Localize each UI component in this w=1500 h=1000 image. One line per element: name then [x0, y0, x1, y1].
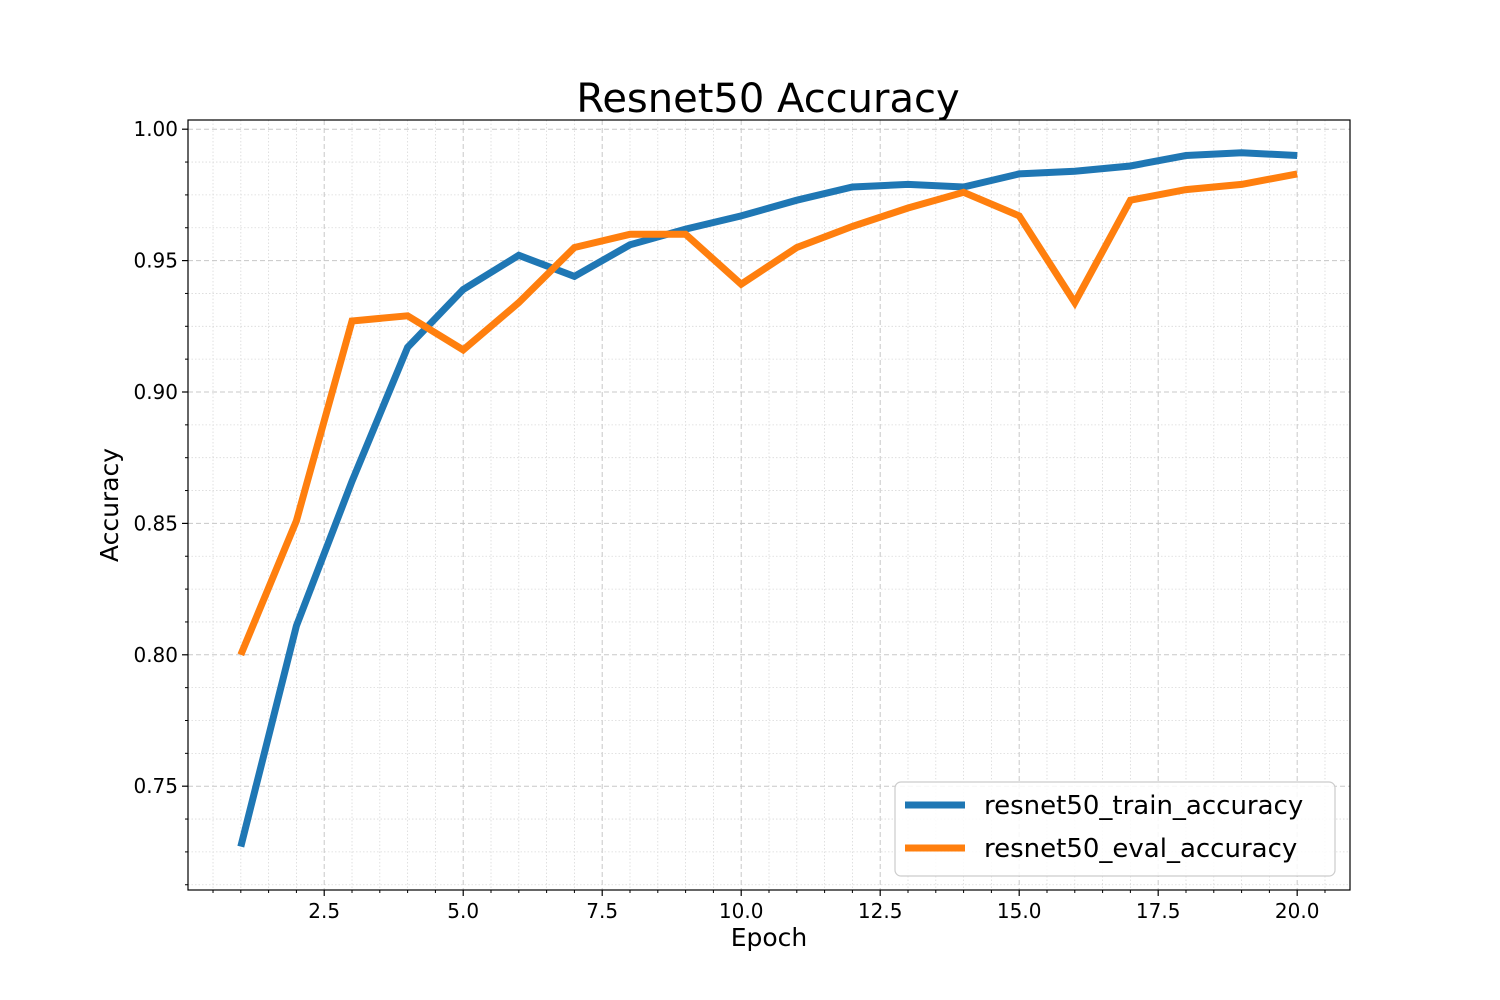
x-tick-label: 17.5 — [1136, 899, 1181, 923]
axis-ticks: 2.5 5.0 7.5 10.0 12.5 15.0 17.5 20.0 0.75 0.80 0.8… — [133, 117, 1326, 923]
grid — [188, 120, 1350, 890]
series-line-train — [237, 149, 1298, 848]
legend-label-train: resnet50_train_accuracy — [984, 791, 1303, 821]
series-lines — [237, 149, 1298, 848]
x-tick-label: 10.0 — [719, 899, 764, 923]
series-line-eval — [237, 170, 1298, 657]
chart-title: Resnet50 Accuracy — [576, 76, 959, 122]
x-tick-label: 15.0 — [997, 899, 1042, 923]
y-tick-label: 0.80 — [133, 643, 178, 667]
x-tick-label: 7.5 — [586, 899, 618, 923]
x-tick-label: 12.5 — [858, 899, 903, 923]
legend-box — [894, 781, 1336, 877]
y-axis-label: Accuracy — [95, 448, 124, 562]
x-axis-label: Epoch — [731, 923, 808, 952]
y-tick-label: 0.85 — [133, 511, 178, 535]
x-tick-label: 2.5 — [308, 899, 340, 923]
y-tick-label: 1.00 — [133, 117, 178, 141]
y-tick-label: 0.95 — [133, 249, 178, 273]
y-tick-label: 0.90 — [133, 380, 178, 404]
y-tick-label: 0.75 — [133, 774, 178, 798]
legend: resnet50_train_accuracy resnet50_eval_ac… — [894, 781, 1336, 877]
x-tick-label: 5.0 — [447, 899, 479, 923]
legend-label-eval: resnet50_eval_accuracy — [984, 834, 1297, 864]
x-tick-label: 20.0 — [1275, 899, 1320, 923]
